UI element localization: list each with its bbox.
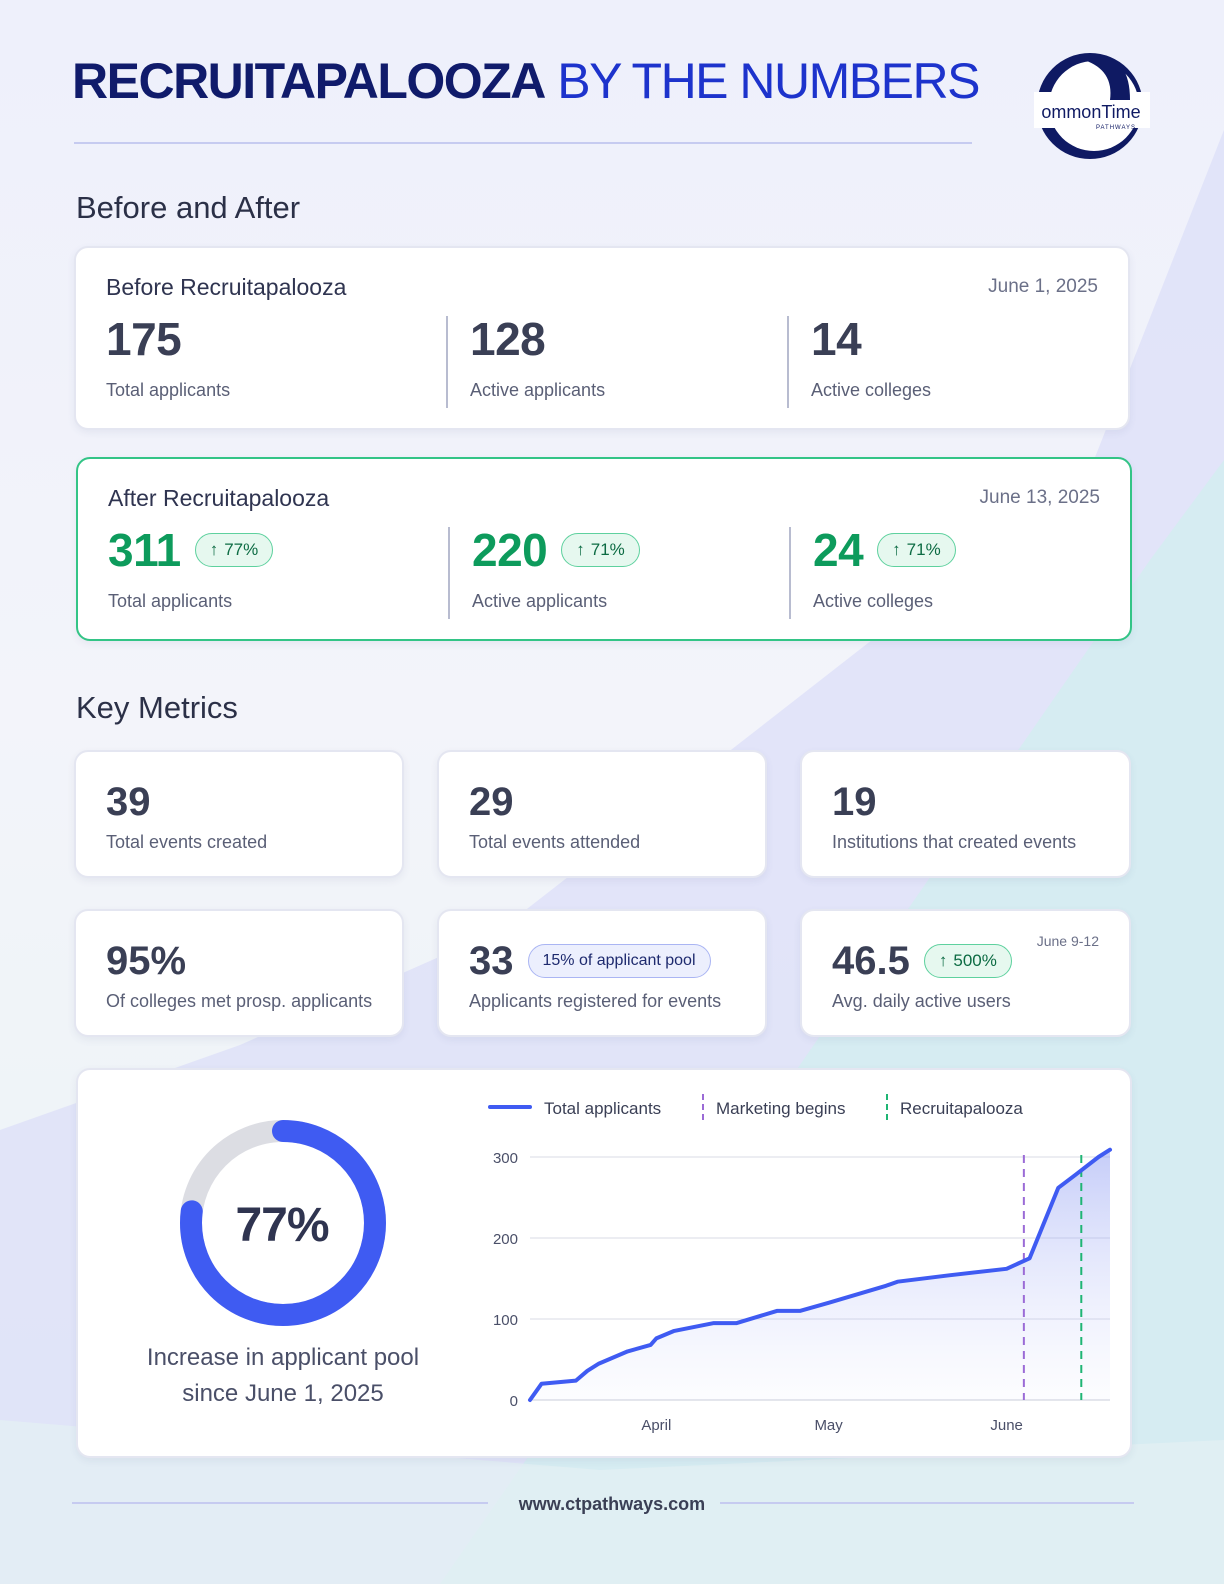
metric-card-events-created: 39 Total events created (74, 750, 404, 878)
metric-value: 39 (106, 780, 151, 824)
metric-card-applicants-registered: 33 15% of applicant pool Applicants regi… (437, 909, 767, 1037)
metric-card-colleges-met: 95% Of colleges met prosp. applicants (74, 909, 404, 1037)
change-value: 71% (906, 540, 941, 559)
change-badge: ↑ 500% (923, 944, 1012, 978)
title-bold: RECRUITAPALOOZA (72, 53, 546, 109)
metric-card-daily-active-users: June 9-12 46.5 ↑ 500% Avg. daily active u… (800, 909, 1131, 1037)
after-active-applicants: 220 ↑ 71% Active applicants (472, 527, 640, 619)
title-light: BY THE NUMBERS (557, 53, 980, 109)
donut-caption-line2: since June 1, 2025 (182, 1380, 384, 1407)
x-tick-label: April (641, 1417, 671, 1434)
y-tick-label: 0 (510, 1393, 518, 1410)
legend-label-total: Total applicants (544, 1099, 661, 1118)
x-tick-label: June (990, 1417, 1023, 1434)
footer-rule-left (72, 1502, 488, 1504)
metric-label: Institutions that created events (832, 832, 1077, 852)
legend-label-recruitapalooza: Recruitapalooza (900, 1099, 1023, 1118)
change-badge: ↑ 71% (561, 533, 640, 567)
commontime-logo: ommonTime PATHWAYS (1034, 53, 1150, 159)
stat-divider (448, 527, 450, 619)
y-tick-label: 100 (493, 1312, 518, 1329)
donut-percent: 77% (235, 1199, 329, 1252)
before-card: Before Recruitapalooza June 1, 2025 175 … (74, 246, 1130, 430)
before-active-colleges: 14 Active colleges (811, 316, 931, 408)
metric-value: 46.5 (832, 939, 910, 983)
stat-label: Active applicants (472, 591, 608, 611)
after-active-colleges: 24 ↑ 71% Active colleges (813, 527, 956, 619)
arrow-up-icon: ↑ (576, 540, 585, 559)
logo-subtext: PATHWAYS (1096, 125, 1136, 131)
metric-date-note: June 9-12 (1036, 933, 1099, 949)
metric-value: 29 (469, 780, 514, 824)
chart-legend: Total applicants Marketing begins Recrui… (488, 1094, 1023, 1122)
after-title: After Recruitapalooza (108, 485, 330, 511)
page-title: RECRUITAPALOOZA BY THE NUMBERS (72, 53, 980, 109)
y-tick-label: 300 (493, 1150, 518, 1167)
after-date: June 13, 2025 (979, 487, 1100, 508)
after-card: After Recruitapalooza June 13, 2025 311 … (76, 457, 1132, 641)
change-value: 77% (224, 540, 259, 559)
growth-card: 77% Increase in applicant pool since Jun… (76, 1068, 1132, 1458)
section-heading-before-after: Before and After (76, 190, 301, 225)
stat-label: Total applicants (108, 591, 233, 611)
stat-value: 311 (108, 524, 181, 576)
stat-value: 220 (472, 524, 548, 576)
stat-value: 128 (470, 313, 546, 365)
line-chart: Total applicants Marketing begins Recrui… (488, 1094, 1112, 1434)
metric-value: 95% (106, 939, 187, 983)
before-date: June 1, 2025 (988, 276, 1098, 297)
arrow-up-icon: ↑ (892, 540, 901, 559)
stat-label: Active colleges (813, 591, 934, 611)
stat-divider (789, 527, 791, 619)
stat-value: 14 (811, 313, 862, 365)
series-points (529, 1149, 1111, 1401)
stat-label: Active applicants (470, 380, 606, 400)
metric-label: Total events created (106, 832, 268, 852)
after-total-applicants: 311 ↑ 77% Total applicants (108, 524, 274, 619)
stat-label: Active colleges (811, 380, 932, 400)
stat-divider (787, 316, 789, 408)
x-tick-label: May (814, 1417, 843, 1434)
applicant-pool-badge: 15% of applicant pool (527, 944, 711, 978)
footer-url: www.ctpathways.com (518, 1494, 706, 1514)
metric-card-institutions: 19 Institutions that created events (800, 750, 1131, 878)
metric-label: Total events attended (469, 832, 641, 852)
y-tick-label: 200 (493, 1231, 518, 1248)
stat-label: Total applicants (106, 380, 231, 400)
y-axis-ticks: 0 100 200 300 (493, 1150, 518, 1410)
metric-value: 19 (832, 780, 877, 824)
footer-rule-right (720, 1502, 1134, 1504)
change-value: 500% (953, 951, 997, 970)
stat-divider (446, 316, 448, 408)
donut-caption-line1: Increase in applicant pool (146, 1344, 420, 1371)
stat-value: 175 (106, 313, 182, 365)
metric-label: Of colleges met prosp. applicants (106, 991, 373, 1011)
donut-caption: Increase in applicant pool since June 1,… (118, 1340, 448, 1412)
legend-label-marketing: Marketing begins (716, 1099, 845, 1118)
donut-chart (180, 1120, 386, 1326)
logo-text: ommonTime (1041, 102, 1140, 122)
arrow-up-icon: ↑ (209, 540, 219, 559)
metric-card-events-attended: 29 Total events attended (437, 750, 767, 878)
metric-label: Avg. daily active users (832, 991, 1011, 1011)
stat-value: 24 (813, 524, 864, 576)
section-heading-key-metrics: Key Metrics (76, 690, 238, 725)
title-divider (74, 142, 972, 144)
metric-label: Applicants registered for events (469, 991, 722, 1011)
change-badge: ↑ 71% (877, 533, 956, 567)
before-total-applicants: 175 Total applicants (106, 316, 230, 408)
change-badge: ↑ 77% (194, 533, 274, 567)
metric-value: 33 (469, 939, 514, 983)
series-area (530, 1149, 1110, 1400)
before-title: Before Recruitapalooza (106, 274, 347, 300)
before-active-applicants: 128 Active applicants (470, 316, 605, 408)
change-value: 71% (590, 540, 625, 559)
donut-arc (180, 1120, 386, 1326)
x-axis-ticks: April May June (641, 1417, 1023, 1434)
arrow-up-icon: ↑ (938, 951, 948, 970)
